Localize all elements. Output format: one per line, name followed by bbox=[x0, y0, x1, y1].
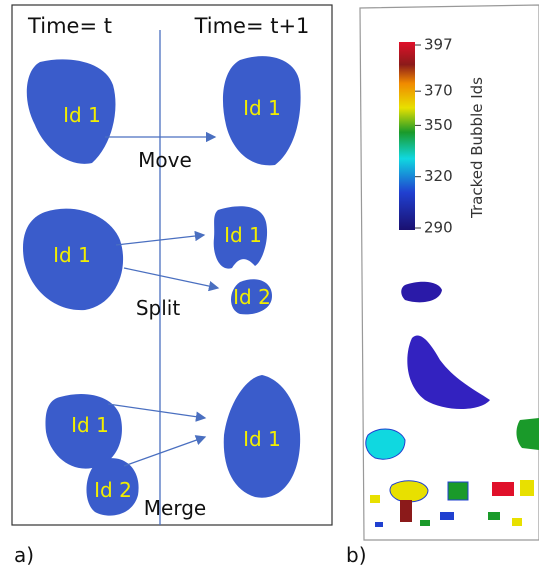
bubble bbox=[440, 512, 454, 520]
bubble bbox=[375, 522, 383, 527]
bubble-id: Id 2 bbox=[94, 478, 132, 502]
colorbar bbox=[399, 42, 415, 230]
bubble-id: Id 1 bbox=[53, 243, 91, 267]
arrow bbox=[124, 437, 205, 466]
bubble-id: Id 1 bbox=[71, 413, 109, 437]
event: Merge bbox=[144, 496, 206, 520]
arrow bbox=[124, 268, 218, 288]
bubble bbox=[420, 520, 430, 526]
bubble-id: Id 1 bbox=[243, 427, 281, 451]
bubble bbox=[488, 512, 500, 520]
bubble bbox=[370, 495, 380, 503]
arrow bbox=[108, 404, 205, 418]
panel-label: a) bbox=[14, 543, 34, 567]
colorbar-tick-label: 370 bbox=[424, 82, 453, 100]
bubble-id: Id 1 bbox=[224, 223, 262, 247]
bubble bbox=[512, 518, 522, 526]
event: Move bbox=[138, 148, 192, 172]
bubble-id: Id 1 bbox=[63, 103, 101, 127]
bubble bbox=[400, 500, 412, 522]
colorbar-tick-label: 350 bbox=[424, 116, 453, 134]
header: Time= t+1 bbox=[194, 14, 310, 38]
colorbar-tick-label: 397 bbox=[424, 36, 453, 54]
event: Split bbox=[136, 296, 181, 320]
colorbar-title: Tracked Bubble Ids bbox=[468, 77, 486, 219]
figure: Time= t Time= t+1 Id 1 Id 1 Move Id 1 Id… bbox=[0, 0, 539, 572]
bubble bbox=[520, 480, 534, 496]
colorbar-tick-label: 290 bbox=[424, 219, 453, 237]
bubble bbox=[448, 482, 468, 500]
bubble bbox=[492, 482, 514, 496]
colorbar-tick-label: 320 bbox=[424, 167, 453, 185]
bubble bbox=[390, 481, 428, 502]
bubble-id: Id 2 bbox=[233, 285, 271, 309]
bubble-id: Id 1 bbox=[243, 96, 281, 120]
header: Time= t bbox=[27, 14, 112, 38]
panel-label: b) bbox=[346, 543, 367, 567]
